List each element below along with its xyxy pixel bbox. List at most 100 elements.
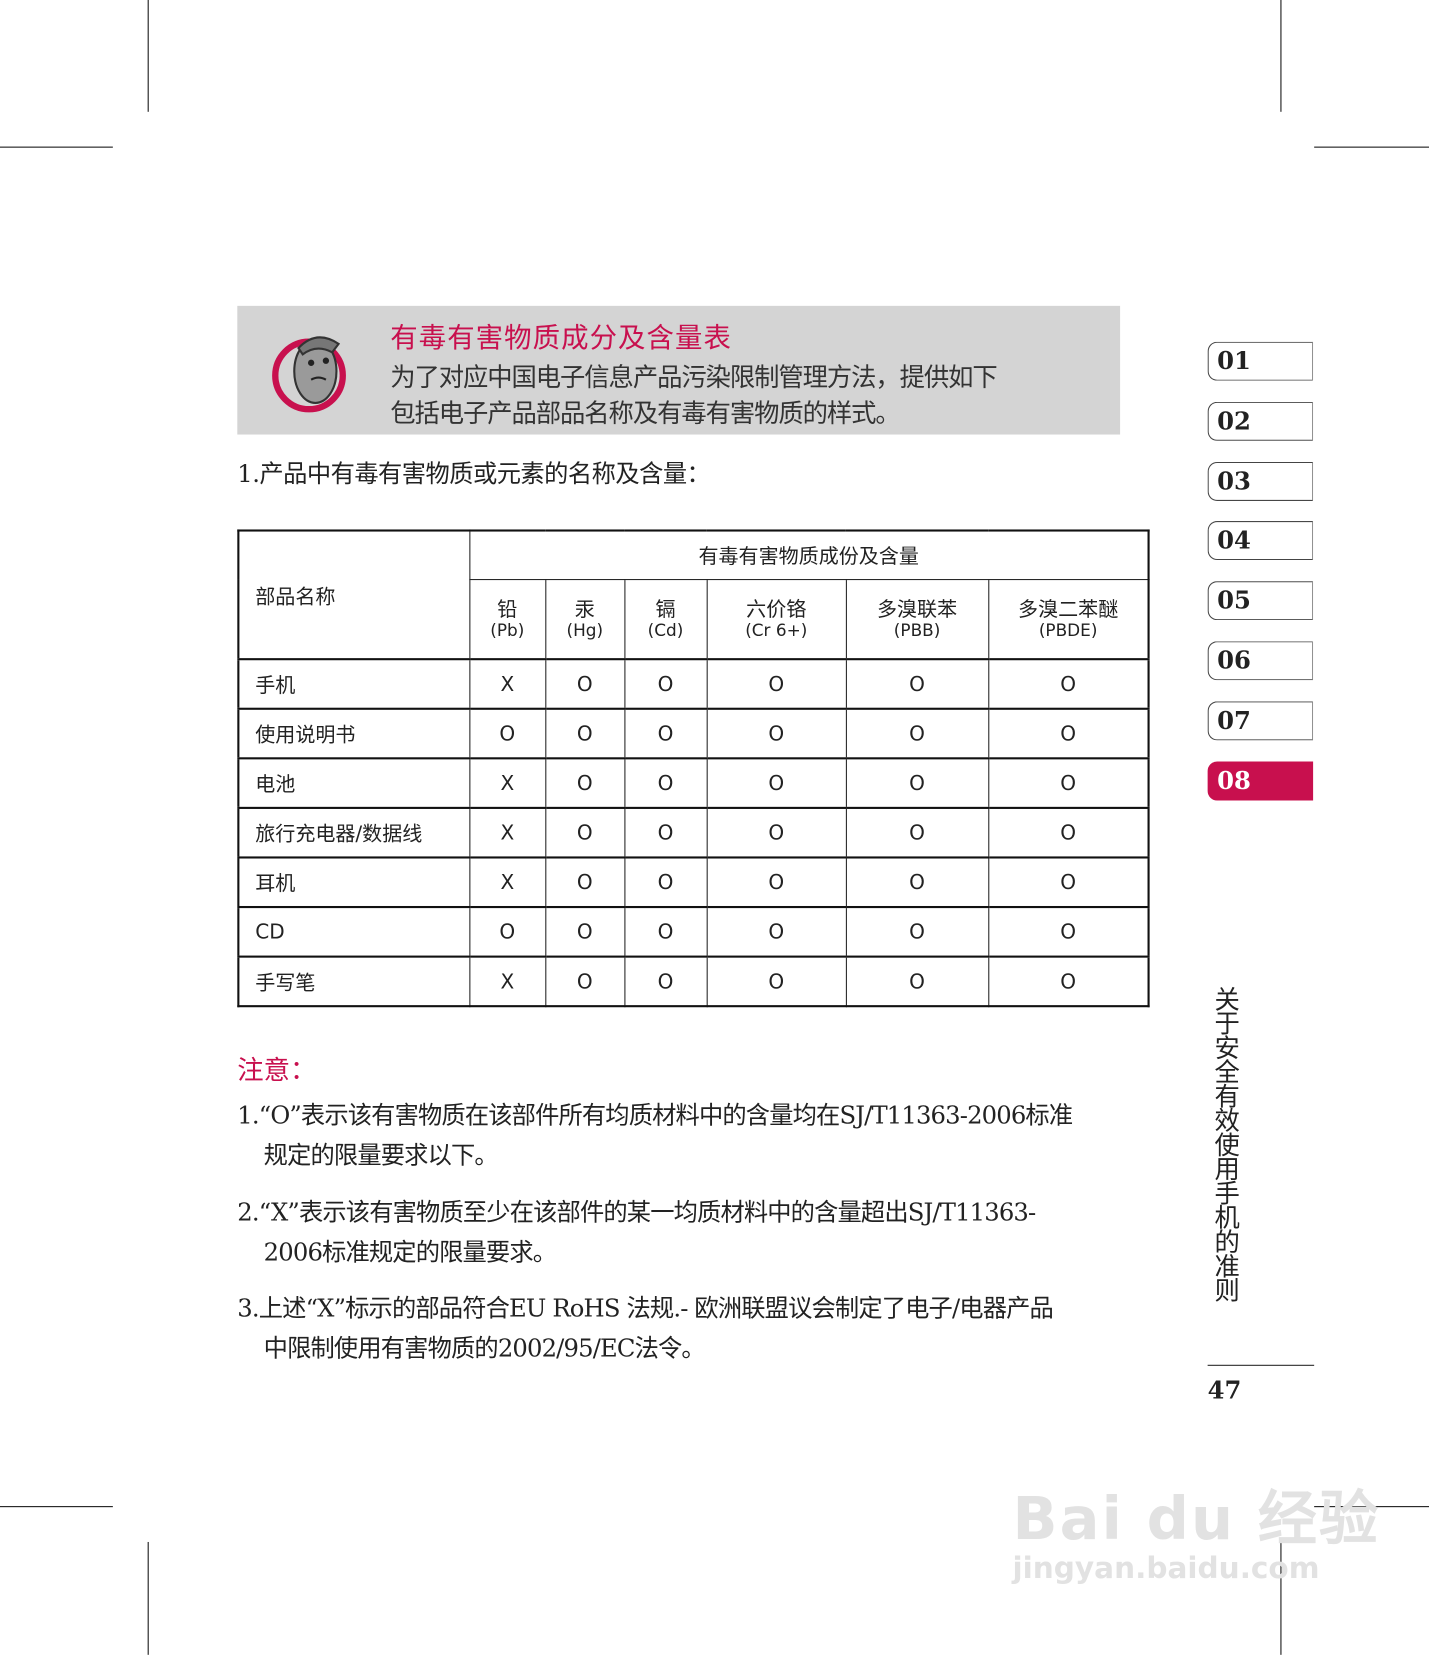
part-name-header: 部品名称 <box>237 529 470 660</box>
crop-mark <box>1280 1541 1282 1655</box>
chapter-tab-02[interactable]: 02 <box>1207 401 1314 441</box>
substance-symbol: (Cd) <box>647 619 684 640</box>
substance-status-cell: O <box>544 955 625 1007</box>
crop-mark <box>1314 1506 1429 1508</box>
note-line: 规定的限量要求以下。 <box>263 1142 499 1170</box>
part-name-cell: 手机 <box>237 658 470 710</box>
substance-symbol: (PBDE) <box>1038 619 1098 640</box>
chapter-tab-04[interactable]: 04 <box>1207 521 1314 561</box>
divider <box>1207 1364 1315 1366</box>
substance-status-cell: O <box>468 905 546 958</box>
substance-status-cell: O <box>706 955 847 1007</box>
chapter-tab-08[interactable]: 08 <box>1207 761 1314 801</box>
table-row: CD O O O O O O <box>237 905 1150 958</box>
watermark-logo: Bai du 经验 <box>1012 1485 1381 1554</box>
watermark-url: jingyan.baidu.com <box>1012 1550 1320 1586</box>
note-line: 中限制使用有害物质的2002/95/EC法令。 <box>263 1335 706 1363</box>
substance-name: 铅 <box>497 597 518 621</box>
note-line: 2006标准规定的限量要求。 <box>263 1239 557 1267</box>
crop-mark <box>147 1541 149 1655</box>
substance-name: 多溴联苯 <box>876 597 958 621</box>
substance-group-header: 有毒有害物质成份及含量 <box>468 529 1150 580</box>
substance-status-cell: O <box>544 856 625 908</box>
section-heading: 1.产品中有毒有害物质或元素的名称及含量： <box>237 460 711 489</box>
part-name-cell: CD <box>237 905 470 958</box>
substance-column-header: 六价铬 (Cr 6+) <box>706 578 847 660</box>
substance-status-cell: O <box>987 856 1150 908</box>
substance-status-cell: X <box>468 658 546 710</box>
substance-status-cell: X <box>468 955 546 1007</box>
note-line: 3.上述“X”标示的部品符合EU RoHS 法规.- 欧洲联盟议会制定了电子/电… <box>237 1295 1054 1323</box>
substance-status-cell: O <box>845 806 989 858</box>
substance-status-cell: O <box>706 806 847 858</box>
table-row: 手写笔 X O O O O O <box>237 955 1150 1007</box>
substance-status-cell: X <box>468 856 546 908</box>
crop-mark <box>1314 146 1429 148</box>
table-row: 耳机 X O O O O O <box>237 856 1150 908</box>
chapter-tab-05[interactable]: 05 <box>1207 581 1314 621</box>
substance-status-cell: O <box>623 707 708 759</box>
substance-symbol: (Cr 6+) <box>745 619 808 640</box>
table-row: 使用说明书 O O O O O O <box>237 707 1150 759</box>
substance-symbol: (Pb) <box>490 619 525 640</box>
note-item: 1.“O”表示该有害物质在该部件所有均质材料中的含量均在SJ/T11363-20… <box>237 1096 1176 1176</box>
crop-mark <box>0 1506 113 1508</box>
part-name-cell: 旅行充电器/数据线 <box>237 806 470 858</box>
crop-mark <box>0 146 113 148</box>
substance-status-cell: O <box>623 658 708 710</box>
substance-status-cell: O <box>623 905 708 958</box>
substance-name: 多溴二苯醚 <box>1018 597 1119 621</box>
baidu-watermark: Bai du 经验 jingyan.baidu.com <box>1013 1471 1381 1585</box>
substance-status-cell: O <box>987 707 1150 759</box>
substance-status-cell: O <box>706 856 847 908</box>
part-name-cell: 手写笔 <box>237 955 470 1007</box>
note-item: 2.“X”表示该有害物质至少在该部件的某一均质材料中的含量超出SJ/T11363… <box>237 1193 1176 1273</box>
substance-status-cell: O <box>987 658 1150 710</box>
substance-status-cell: O <box>623 856 708 908</box>
substance-status-cell: O <box>845 707 989 759</box>
chapter-tab-03[interactable]: 03 <box>1207 461 1314 501</box>
substance-status-cell: O <box>706 905 847 958</box>
substance-status-cell: O <box>544 757 625 809</box>
substance-status-cell: X <box>468 806 546 858</box>
hazardous-substance-table: 部品名称 有毒有害物质成份及含量 铅 (Pb) 汞 (Hg) 镉 (Cd) 六价铬 (Cr 6… <box>237 529 1150 1008</box>
page-number: 47 <box>1207 1376 1242 1405</box>
substance-column-header: 多溴联苯 (PBB) <box>845 578 989 660</box>
table-row: 旅行充电器/数据线 X O O O O O <box>237 806 1150 858</box>
substance-status-cell: O <box>544 658 625 710</box>
substance-status-cell: O <box>544 707 625 759</box>
banner-text-line: 包括电子产品部品名称及有毒有害物质的样式。 <box>390 398 900 429</box>
chapter-tab-06[interactable]: 06 <box>1207 641 1314 681</box>
note-line: 2.“X”表示该有害物质至少在该部件的某一均质材料中的含量超出SJ/T11363… <box>237 1199 1036 1227</box>
substance-status-cell: O <box>706 707 847 759</box>
table-row: 电池 X O O O O O <box>237 757 1150 809</box>
substance-symbol: (Hg) <box>566 619 604 640</box>
substance-status-cell: O <box>845 955 989 1007</box>
substance-status-cell: O <box>987 806 1150 858</box>
note-item: 3.上述“X”标示的部品符合EU RoHS 法规.- 欧洲联盟议会制定了电子/电… <box>237 1289 1176 1369</box>
mascot-warning-icon <box>272 336 346 413</box>
substance-status-cell: O <box>845 905 989 958</box>
substance-status-cell: O <box>623 757 708 809</box>
chapter-title: 关于安全有效使用手机的准则 <box>1209 986 1240 1302</box>
chapter-tab-01[interactable]: 01 <box>1207 341 1314 381</box>
substance-status-cell: O <box>706 658 847 710</box>
substance-name: 镉 <box>655 597 676 621</box>
substance-status-cell: O <box>468 707 546 759</box>
substance-status-cell: O <box>845 856 989 908</box>
info-banner: 有毒有害物质成分及含量表 为了对应中国电子信息产品污染限制管理方法，提供如下 包… <box>237 305 1121 435</box>
substance-name: 汞 <box>574 597 595 621</box>
substance-column-header: 汞 (Hg) <box>544 578 625 660</box>
substance-status-cell: O <box>623 806 708 858</box>
notes-title: 注意： <box>237 1054 317 1086</box>
chapter-tab-07[interactable]: 07 <box>1207 701 1314 741</box>
crop-mark <box>147 0 149 112</box>
crop-mark <box>1280 0 1282 112</box>
substance-status-cell: O <box>544 806 625 858</box>
substance-status-cell: O <box>987 905 1150 958</box>
substance-name: 六价铬 <box>746 597 807 621</box>
substance-status-cell: O <box>987 955 1150 1007</box>
substance-column-header: 多溴二苯醚 (PBDE) <box>987 578 1150 660</box>
substance-status-cell: O <box>987 757 1150 809</box>
